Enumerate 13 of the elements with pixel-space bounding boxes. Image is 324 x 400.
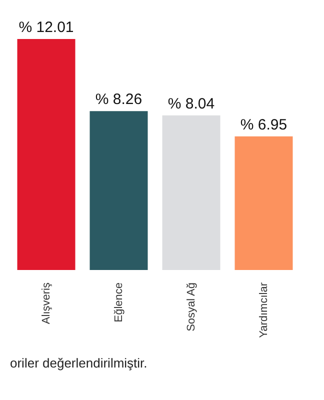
x-tick-label: Eğlence — [112, 282, 125, 322]
x-tick-label: Alışveriş — [40, 282, 52, 324]
data-label: % 8.26 — [95, 91, 142, 108]
bar — [162, 115, 220, 270]
data-label: % 12.01 — [18, 19, 74, 36]
x-tick-label: Sosyal Ağ — [185, 282, 198, 332]
bar — [90, 111, 148, 270]
x-tick-label: Yardımcılar — [258, 282, 270, 338]
bar — [17, 39, 76, 270]
data-label: % 6.95 — [240, 116, 288, 134]
data-label: % 8.04 — [168, 95, 215, 112]
text: oriler değerlendirilmiştir. — [10, 355, 148, 370]
bar — [234, 136, 293, 270]
